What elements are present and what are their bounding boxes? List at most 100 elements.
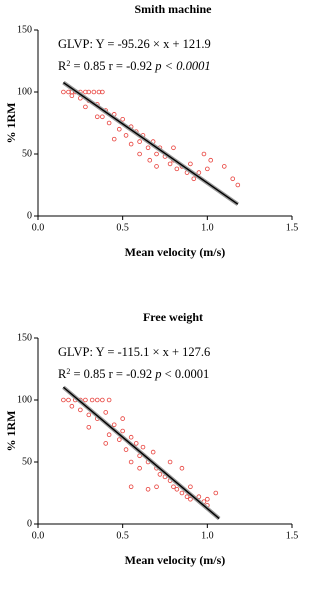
data-point — [171, 484, 176, 490]
x-tick-label: 1.0 — [201, 530, 214, 541]
data-point — [89, 397, 95, 403]
y-axis-label: % 1RM — [4, 103, 18, 144]
data-point — [171, 145, 176, 151]
y-tick-label: 100 — [17, 86, 32, 97]
data-point — [123, 133, 129, 138]
data-point — [69, 403, 75, 409]
annotation-part: p — [154, 367, 161, 381]
data-point — [116, 437, 122, 442]
annotation-part: 2 — [66, 59, 70, 68]
data-point — [191, 176, 197, 182]
data-point — [103, 410, 109, 415]
data-point — [106, 397, 112, 403]
data-point — [147, 157, 153, 163]
data-point — [154, 151, 159, 157]
annotation-part: < 0.0001 — [162, 367, 210, 381]
annotation: GLVP: Y = -115.1 × x + 127.6 — [58, 345, 210, 359]
data-point — [145, 486, 151, 492]
chart-title: Smith machine — [134, 2, 212, 16]
data-point — [230, 176, 236, 182]
data-point — [66, 397, 71, 403]
y-tick-label: 100 — [17, 394, 32, 405]
annotation-part: R — [58, 367, 67, 381]
data-point — [167, 459, 173, 465]
data-point — [188, 484, 193, 490]
data-point — [94, 114, 100, 120]
data-point — [128, 484, 134, 490]
data-point — [205, 496, 210, 502]
data-point — [83, 104, 88, 110]
data-point — [179, 465, 185, 471]
data-point — [137, 139, 142, 144]
x-tick-label: 0.5 — [116, 222, 129, 233]
data-point — [83, 89, 88, 95]
data-point — [128, 434, 134, 440]
data-point — [86, 412, 92, 418]
x-tick-label: 0.0 — [32, 530, 45, 541]
data-point — [94, 397, 100, 403]
data-point — [120, 428, 125, 434]
data-point — [188, 496, 193, 502]
data-point — [137, 151, 142, 157]
data-point — [120, 416, 125, 421]
x-tick-label: 0.0 — [32, 222, 45, 233]
annotation: R2 = 0.85 r = -0.92 p < 0.0001 — [58, 59, 211, 74]
data-point — [96, 89, 102, 95]
data-point — [196, 170, 202, 175]
data-point — [116, 126, 122, 132]
x-tick-label: 1.5 — [286, 222, 299, 233]
data-point — [100, 114, 105, 120]
data-point — [133, 441, 139, 446]
annotation-part: 2 — [66, 367, 70, 376]
data-point — [140, 444, 146, 450]
y-tick-label: 150 — [17, 24, 32, 35]
fit-line — [62, 82, 239, 205]
data-point — [154, 484, 159, 490]
data-point — [128, 141, 134, 147]
data-point — [83, 397, 88, 403]
chart-title: Free weight — [143, 310, 203, 324]
data-point — [100, 89, 105, 95]
figure: Smith machine Mean velocity (m/s) % 1RM 0 50… — [4, 2, 299, 567]
data-point — [154, 164, 159, 169]
data-point — [128, 459, 134, 465]
annotation-part: R — [58, 59, 67, 73]
data-point — [120, 116, 125, 122]
fit-line — [62, 386, 220, 520]
data-point — [167, 161, 173, 167]
x-axis-label: Mean velocity (m/s) — [125, 245, 226, 259]
annotation-part: = 0.85 r = -0.92 — [70, 59, 155, 73]
data-point — [235, 182, 241, 188]
data-point — [69, 93, 75, 99]
data-point — [205, 166, 210, 172]
data-point — [184, 494, 190, 500]
data-point — [86, 89, 92, 95]
data-point — [61, 89, 66, 95]
data-point — [103, 441, 109, 446]
data-point — [208, 157, 214, 163]
y-axis-label: % 1RM — [4, 411, 18, 452]
data-point — [106, 432, 112, 438]
data-point — [61, 397, 66, 403]
y-tick-label: 0 — [27, 210, 32, 221]
data-point — [66, 89, 71, 95]
annotation: R2 = 0.85 r = -0.92 p < 0.0001 — [58, 367, 209, 382]
y-tick-label: 50 — [22, 148, 32, 159]
data-point — [150, 449, 156, 455]
data-point — [106, 120, 112, 126]
data-point — [111, 136, 117, 142]
x-tick-label: 1.5 — [286, 530, 299, 541]
data-point — [179, 490, 185, 496]
x-tick-label: 1.0 — [201, 222, 214, 233]
data-point — [213, 490, 219, 496]
data-point — [221, 164, 227, 169]
data-point — [111, 422, 117, 428]
annotation-part: = 0.85 r = -0.92 — [70, 367, 155, 381]
data-point — [201, 151, 207, 157]
y-tick-label: 150 — [17, 332, 32, 343]
data-point — [174, 166, 180, 172]
data-point — [78, 407, 83, 413]
x-tick-label: 0.5 — [116, 530, 129, 541]
data-point — [86, 424, 92, 430]
data-point — [196, 494, 202, 500]
